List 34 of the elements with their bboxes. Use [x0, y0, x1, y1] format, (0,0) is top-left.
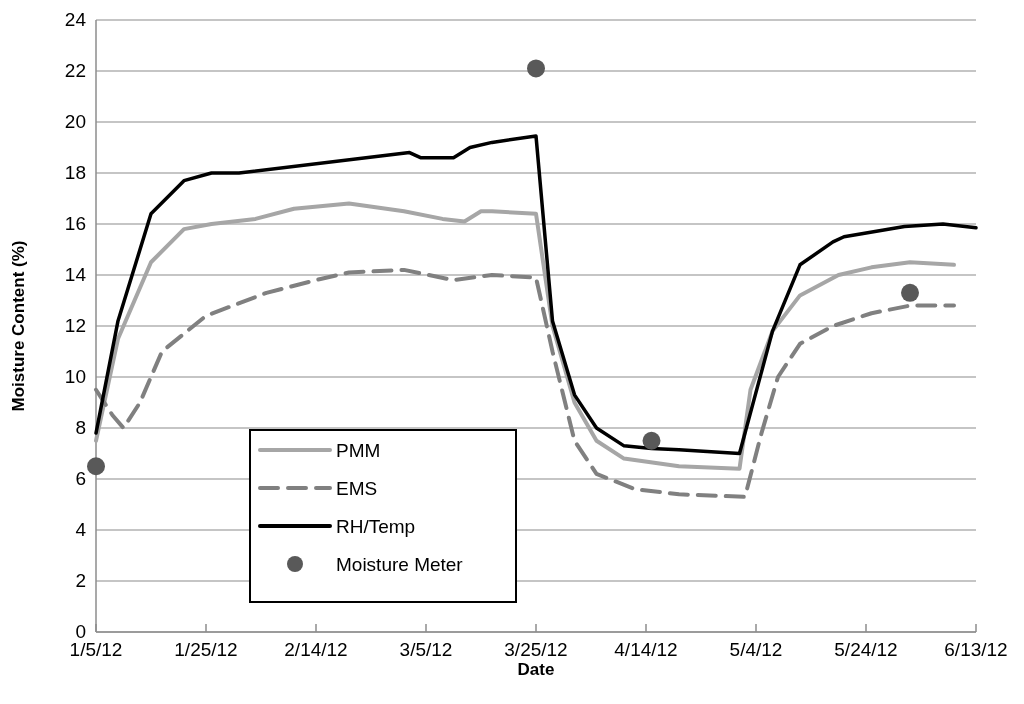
x-axis-title: Date: [517, 660, 555, 679]
x-tick-label: 6/13/12: [944, 639, 1008, 660]
line-series: [94, 201, 956, 471]
x-tick-label: 2/14/12: [284, 639, 348, 660]
point: [901, 283, 919, 302]
y-tick-label: 20: [64, 111, 86, 132]
y-tick-label: 10: [64, 366, 86, 387]
x-tick-label: 3/5/12: [399, 639, 453, 660]
y-axis-title: Moisture Content (%): [9, 240, 28, 412]
legend-label: EMS: [336, 478, 378, 499]
legend-label: RH/Temp: [336, 516, 416, 537]
x-tick-label: 3/25/12: [504, 639, 568, 660]
y-tick-label: 8: [75, 417, 86, 438]
x-tick-label: 1/5/12: [69, 639, 123, 660]
point: [87, 457, 105, 476]
y-tick-label: 6: [75, 468, 86, 489]
y-tick-label: 2: [75, 570, 86, 591]
legend-label: PMM: [336, 440, 381, 461]
y-tick-label: 24: [64, 9, 87, 30]
legend-label: Moisture Meter: [336, 554, 464, 575]
y-tick-label: 22: [64, 60, 86, 81]
y-tick-label: 14: [64, 264, 87, 285]
x-tick-label: 5/24/12: [834, 639, 898, 660]
y-tick-label: 12: [64, 315, 86, 336]
x-tick-label: 4/14/12: [614, 639, 678, 660]
point: [642, 431, 661, 450]
x-tick-label: 1/25/12: [174, 639, 238, 660]
point: [527, 59, 545, 78]
y-tick-label: 0: [75, 621, 86, 642]
y-tick-label: 18: [64, 162, 86, 183]
y-tick-label: 4: [75, 519, 87, 540]
x-tick-label: 5/4/12: [729, 639, 783, 660]
line-series: [94, 134, 978, 456]
y-tick-label: 16: [64, 213, 86, 234]
